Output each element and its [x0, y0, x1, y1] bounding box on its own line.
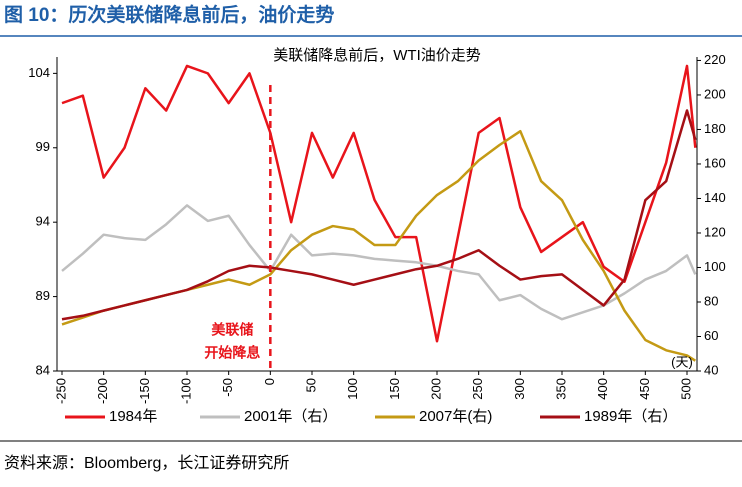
x-tick-label: -50: [220, 378, 235, 397]
y-tick-label: 99: [36, 139, 50, 154]
x-tick-label: 250: [470, 378, 485, 400]
annotation: (天): [671, 354, 693, 369]
y2-tick-label: 180: [704, 121, 726, 136]
x-tick-label: -250: [53, 378, 68, 404]
y-tick-label: 94: [36, 214, 50, 229]
annotation: 美联储: [211, 322, 253, 338]
chart-title: 美联储降息前后，WTI油价走势: [273, 47, 481, 64]
x-tick-label: 0: [262, 378, 277, 385]
series-line: [61, 129, 696, 362]
y2-tick-label: 60: [704, 328, 718, 343]
series-line: [61, 204, 697, 321]
legend-label: 2007年(右): [419, 408, 492, 425]
y2-tick-label: 120: [704, 224, 726, 239]
x-tick-label: 100: [345, 378, 360, 400]
x-tick-label: 350: [553, 378, 568, 400]
x-tick-label: 50: [303, 378, 318, 392]
y2-tick-label: 140: [704, 190, 726, 205]
legend-label: 1984年: [109, 408, 157, 425]
series-line: [61, 109, 697, 321]
source: 资料来源：Bloomberg，长江证券研究所: [4, 454, 289, 472]
x-tick-label: 200: [428, 378, 443, 400]
x-tick-label: 400: [595, 378, 610, 400]
x-tick-label: -100: [178, 378, 193, 404]
y2-tick-label: 200: [704, 86, 726, 101]
y-tick-label: 104: [28, 65, 50, 80]
x-tick-label: -200: [95, 378, 110, 404]
y2-tick-label: 100: [704, 259, 726, 274]
y2-tick-label: 80: [704, 293, 718, 308]
x-tick-label: 300: [512, 378, 527, 400]
x-tick-label: 450: [637, 378, 652, 400]
legend-label: 1989年（右）: [584, 408, 677, 425]
y-tick-label: 84: [36, 362, 50, 377]
page-title: 图 10：历次美联储降息前后，油价走势: [4, 3, 334, 26]
x-tick-label: 150: [387, 378, 402, 400]
x-tick-label: -150: [137, 378, 152, 404]
annotation: 开始降息: [204, 345, 260, 361]
y2-tick-label: 40: [704, 362, 718, 377]
x-tick-label: 500: [678, 378, 693, 400]
y2-tick-label: 220: [704, 52, 726, 67]
y-tick-label: 89: [36, 288, 50, 303]
y2-tick-label: 160: [704, 155, 726, 170]
legend-label: 2001年（右）: [244, 408, 337, 425]
series-line: [61, 64, 697, 343]
